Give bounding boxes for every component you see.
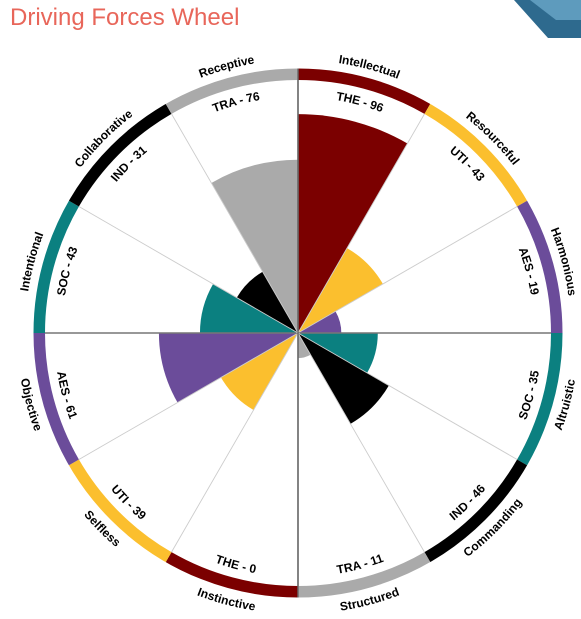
- ring-segment-altruistic: [517, 333, 563, 466]
- divider-line: [297, 113, 425, 334]
- ring-segment-structured: [298, 552, 431, 598]
- divider-line: [297, 332, 425, 553]
- grid-lines: [32, 67, 564, 599]
- value-bars: [158, 114, 408, 424]
- bar-objective: [158, 333, 298, 403]
- bar-collaborative: [236, 271, 298, 333]
- ring-segment-receptive: [165, 67, 298, 114]
- ring-segment-intentional: [33, 200, 79, 333]
- ring-segment-instinctive: [165, 552, 298, 598]
- bar-resourceful: [298, 248, 383, 333]
- corner-shape-light: [530, 0, 581, 20]
- divider-line: [78, 206, 299, 334]
- bar-altruistic: [298, 333, 378, 373]
- ring-segment-objective: [33, 333, 79, 466]
- bar-receptive: [211, 159, 298, 333]
- bar-intentional: [199, 283, 298, 333]
- ring-segment-resourceful: [424, 103, 528, 207]
- divider-line: [297, 206, 518, 334]
- bar-harmonious: [298, 311, 342, 333]
- ring-segment-collaborative: [68, 103, 172, 207]
- ring-segment-intellectual: [298, 68, 431, 114]
- bar-selfless: [220, 333, 298, 411]
- divider-line: [78, 332, 299, 460]
- divider-line: [171, 332, 299, 553]
- outer-border: [32, 67, 564, 599]
- ring-segment-commanding: [424, 459, 528, 563]
- chart-title: Driving Forces Wheel: [10, 4, 240, 31]
- divider-line: [171, 113, 299, 334]
- divider-line: [297, 332, 518, 460]
- ring-segment-harmonious: [517, 200, 563, 333]
- bar-intellectual: [298, 114, 408, 334]
- ring-segment-selfless: [68, 459, 172, 563]
- bar-commanding: [298, 333, 389, 424]
